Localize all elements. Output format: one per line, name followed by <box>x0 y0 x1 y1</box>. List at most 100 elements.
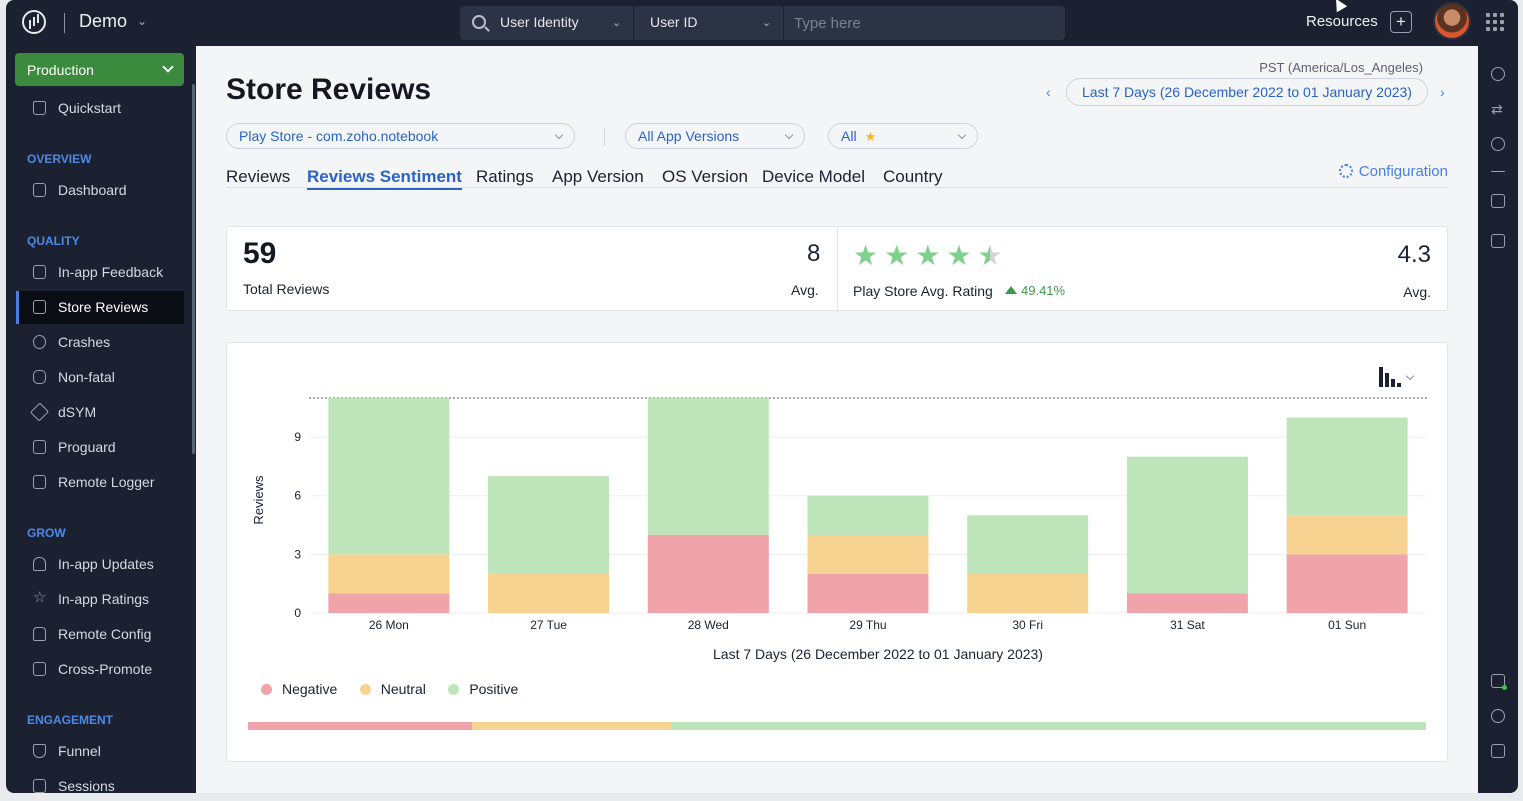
y-tick-label: 6 <box>294 489 301 503</box>
lock-icon <box>33 627 46 641</box>
settings-icon[interactable] <box>1491 137 1505 151</box>
minus-icon[interactable] <box>1491 171 1505 172</box>
legend-label: Negative <box>282 681 338 697</box>
configuration-label: Configuration <box>1358 163 1448 180</box>
legend-negative[interactable]: Negative <box>261 681 337 697</box>
star-icon: ☆ <box>33 589 47 606</box>
rating-select[interactable]: All ★ <box>828 123 978 149</box>
tab-device-model[interactable]: Device Model <box>762 167 865 186</box>
bar-segment-neutral <box>488 573 610 613</box>
sidebar-item-sessions[interactable]: Sessions <box>16 770 184 793</box>
app-window: Demo ⌄ User Identity ⌄ User ID ⌄ Resourc… <box>6 0 1518 793</box>
chevron-down-icon[interactable]: ⌄ <box>137 14 148 28</box>
sidebar-item-store-reviews[interactable]: Store Reviews <box>16 291 184 324</box>
chat-icon[interactable] <box>1491 674 1507 690</box>
sidebar-item-cross-promote[interactable]: Cross-Promote <box>16 653 184 686</box>
search-field-select[interactable]: User ID <box>650 14 698 30</box>
project-name[interactable]: Demo <box>79 11 128 31</box>
tab-country[interactable]: Country <box>883 167 943 186</box>
bar-segment-neutral <box>328 554 450 594</box>
sidebar-item-label: Remote Logger <box>58 474 155 490</box>
configuration-button[interactable]: Configuration <box>1338 163 1448 180</box>
store-select-value: Play Store - com.zoho.notebook <box>239 128 439 144</box>
search-icon <box>472 15 486 29</box>
sidebar-section-grow: GROW <box>27 526 66 540</box>
x-tick-label: 27 Tue <box>530 618 567 632</box>
legend-positive[interactable]: Positive <box>448 681 518 697</box>
bar-segment-positive <box>647 398 769 535</box>
tab-os-version[interactable]: OS Version <box>662 167 748 186</box>
tab-ratings[interactable]: Ratings <box>476 167 534 186</box>
stacked-bar-chart: 0 3 6 9 Reviews 26 Mon 27 Tue 28 Wed 29 Thu 30 Fr… <box>251 397 1427 662</box>
users-icon[interactable] <box>1491 67 1505 81</box>
page-title: Store Reviews <box>226 73 432 106</box>
sidebar-item-label: Remote Config <box>58 626 152 642</box>
sidebar-item-non-fatal[interactable]: Non-fatal <box>16 361 184 394</box>
date-range-picker[interactable]: Last 7 Days (26 December 2022 to 01 Janu… <box>1066 78 1428 106</box>
chevron-down-icon[interactable]: ⌄ <box>612 17 622 29</box>
search-category-select[interactable]: User Identity <box>500 14 579 30</box>
chevron-left-icon[interactable]: ‹ <box>1046 84 1051 100</box>
range-navigator[interactable] <box>248 722 1426 730</box>
braces-icon <box>33 370 46 384</box>
add-button[interactable]: + <box>1390 11 1412 33</box>
apps-grid-icon[interactable] <box>1486 13 1504 31</box>
app-version-select[interactable]: All App Versions <box>625 123 805 149</box>
sidebar-item-in-app-feedback[interactable]: In-app Feedback <box>16 256 184 289</box>
list-icon[interactable] <box>1491 234 1505 248</box>
avg-reviews-value: 8 <box>807 240 821 267</box>
bar-segment-negative <box>1286 554 1408 613</box>
sidebar-item-funnel[interactable]: Funnel <box>16 735 184 768</box>
swap-icon[interactable]: ⇄ <box>1491 101 1503 117</box>
y-tick-label: 9 <box>294 430 301 444</box>
stats-divider <box>837 227 838 312</box>
avatar[interactable] <box>1433 2 1471 40</box>
gear-icon <box>1338 164 1353 178</box>
tab-reviews[interactable]: Reviews <box>226 167 291 186</box>
sidebar-item-remote-logger[interactable]: Remote Logger <box>16 466 184 499</box>
sidebar-item-label: Dashboard <box>58 182 127 198</box>
chevron-down-icon[interactable]: ⌄ <box>762 17 772 29</box>
bar-chart-icon[interactable] <box>1379 367 1401 387</box>
sidebar-item-remote-config[interactable]: Remote Config <box>16 618 184 651</box>
resources-link[interactable]: Resources <box>1306 13 1378 30</box>
device-icon[interactable] <box>1491 194 1505 208</box>
legend-dot-icon <box>359 684 371 695</box>
chevron-right-icon[interactable]: › <box>1440 84 1445 100</box>
total-reviews-label: Total Reviews <box>243 281 330 297</box>
environment-select[interactable]: Production <box>15 53 184 86</box>
x-tick-label: 30 Fri <box>1012 618 1043 632</box>
legend-neutral[interactable]: Neutral <box>359 681 426 697</box>
tab-reviews-sentiment[interactable]: Reviews Sentiment <box>307 167 462 190</box>
search-bar: User Identity ⌄ User ID ⌄ <box>460 6 1065 40</box>
sidebar-item-dashboard[interactable]: Dashboard <box>16 174 184 207</box>
sidebar-section-overview: OVERVIEW <box>27 152 92 166</box>
avg-rating-value: 4.3 <box>1397 241 1431 268</box>
store-select[interactable]: Play Store - com.zoho.notebook <box>226 123 575 149</box>
app-version-select-value: All App Versions <box>638 128 740 144</box>
arrow-up-icon <box>1005 286 1017 294</box>
stats-panel: 59 Total Reviews 8 Avg. ★ ★ ★ ★ ★ Play Store… <box>226 226 1448 312</box>
app-logo-icon[interactable] <box>22 10 46 34</box>
sidebar-item-quickstart[interactable]: Quickstart <box>16 92 184 125</box>
range-segment <box>672 722 1426 730</box>
search-input[interactable] <box>794 13 1054 33</box>
support-icon[interactable] <box>1491 709 1505 723</box>
chevron-down-icon <box>554 130 564 140</box>
sidebar-item-label: Funnel <box>58 743 101 759</box>
message-icon[interactable] <box>1491 744 1505 758</box>
range-segment <box>248 722 472 730</box>
sidebar-section-engagement: ENGAGEMENT <box>27 713 114 727</box>
sidebar-item-proguard[interactable]: Proguard <box>16 431 184 464</box>
bar-segment-negative <box>328 593 450 613</box>
tab-app-version[interactable]: App Version <box>552 167 644 186</box>
sidebar-item-label: In-app Updates <box>58 556 154 572</box>
y-tick-label: 3 <box>294 547 301 561</box>
sidebar-item-in-app-updates[interactable]: In-app Updates <box>16 548 184 581</box>
rating-stars: ★ ★ ★ ★ ★ <box>853 241 1009 271</box>
sidebar-scrollbar[interactable] <box>192 84 195 454</box>
sidebar-item-dsym[interactable]: dSYM <box>16 396 184 429</box>
sidebar-item-crashes[interactable]: Crashes <box>16 326 184 359</box>
chevron-down-icon <box>162 61 174 73</box>
sidebar-item-in-app-ratings[interactable]: ☆ In-app Ratings <box>16 583 184 616</box>
